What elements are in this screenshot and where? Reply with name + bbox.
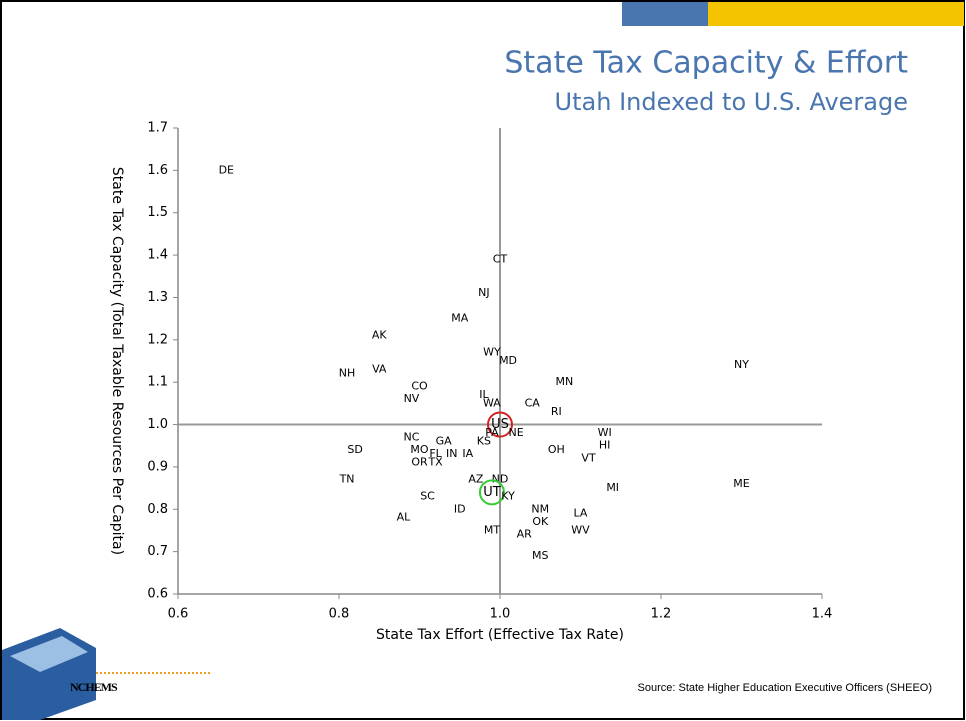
state-point: AZ (468, 473, 484, 486)
state-point: MT (484, 523, 500, 536)
logo: NCHEMS slide 38 (2, 628, 212, 720)
state-point: FL (429, 447, 442, 460)
y-tick-label: 0.6 (147, 587, 168, 602)
state-point: MN (556, 375, 574, 388)
state-point: KS (477, 434, 491, 447)
state-point: NE (509, 426, 524, 439)
y-tick-label: 1.5 (147, 205, 168, 220)
state-point: KY (501, 490, 515, 503)
y-tick-label: 1.7 (147, 121, 168, 136)
x-tick-label: 1.4 (812, 607, 833, 622)
state-point: IN (446, 447, 457, 460)
state-point: WY (483, 346, 501, 359)
logo-text: NCHEMS (70, 680, 118, 694)
state-point: ID (454, 502, 466, 515)
y-tick-label: 0.8 (147, 502, 168, 517)
state-point: DE (219, 163, 234, 176)
state-point: OK (532, 515, 549, 528)
state-point: IA (462, 447, 473, 460)
y-tick-label: 1.6 (147, 163, 168, 178)
state-point: WV (571, 523, 590, 536)
state-point: PA (485, 426, 499, 439)
state-point: NV (404, 392, 420, 405)
state-point: TX (427, 456, 443, 469)
state-point: WA (483, 396, 501, 409)
state-point: CT (493, 252, 508, 265)
state-point: TN (339, 473, 355, 486)
state-point: SC (420, 490, 435, 503)
y-tick-label: 1.1 (147, 375, 168, 390)
state-point: WI (598, 426, 612, 439)
chart-subtitle: Utah Indexed to U.S. Average (555, 88, 908, 116)
highlight-circle (478, 479, 505, 506)
state-point: LA (574, 507, 588, 520)
logo-highlight (10, 636, 88, 672)
state-point: CO (411, 379, 428, 392)
state-point: MA (451, 312, 468, 325)
state-point: US (491, 417, 509, 432)
state-point: MD (499, 354, 517, 367)
state-point: MI (606, 481, 619, 494)
state-point: AR (517, 528, 533, 541)
header-bar-blue (622, 2, 708, 26)
state-point: IL (479, 388, 489, 401)
state-point: ND (492, 473, 509, 486)
state-point: NC (403, 430, 419, 443)
x-axis-label: State Tax Effort (Effective Tax Rate) (376, 627, 624, 643)
x-tick-label: 1.0 (490, 607, 511, 622)
y-tick-label: 1.3 (147, 290, 168, 305)
slide-number: slide 38 (96, 705, 127, 715)
state-point: RI (551, 405, 562, 418)
state-point: NY (734, 358, 749, 371)
state-point: AK (372, 329, 388, 342)
highlight-circle (487, 411, 513, 438)
x-tick-label: 1.2 (651, 607, 672, 622)
state-point: CA (525, 396, 541, 409)
state-point: VT (581, 451, 596, 464)
y-tick-label: 0.9 (147, 459, 168, 474)
y-axis-label: State Tax Capacity (Total Taxable Resour… (109, 167, 125, 555)
header-bar-yellow (708, 2, 964, 26)
state-point: ME (733, 477, 749, 490)
state-point: MS (532, 549, 548, 562)
state-point: UT (483, 485, 501, 500)
state-point: NJ (478, 286, 489, 299)
state-point: AL (397, 511, 412, 524)
source-note: Source: State Higher Education Executive… (638, 682, 932, 694)
state-point: HI (599, 439, 611, 452)
state-point: NM (531, 502, 549, 515)
state-point: GA (436, 434, 453, 447)
state-point: VA (372, 362, 387, 375)
y-tick-label: 0.7 (147, 544, 168, 559)
state-point: OH (548, 443, 565, 456)
y-tick-label: 1.2 (147, 332, 168, 347)
x-tick-label: 0.6 (168, 607, 189, 622)
y-tick-label: 1.0 (147, 417, 168, 432)
y-tick-label: 1.4 (147, 248, 168, 263)
chart-title: State Tax Capacity & Effort (504, 46, 908, 81)
x-tick-label: 0.8 (329, 607, 350, 622)
state-point: OR (411, 456, 428, 469)
state-point: NH (339, 367, 356, 380)
state-point: SD (347, 443, 362, 456)
state-point: MO (410, 443, 428, 456)
